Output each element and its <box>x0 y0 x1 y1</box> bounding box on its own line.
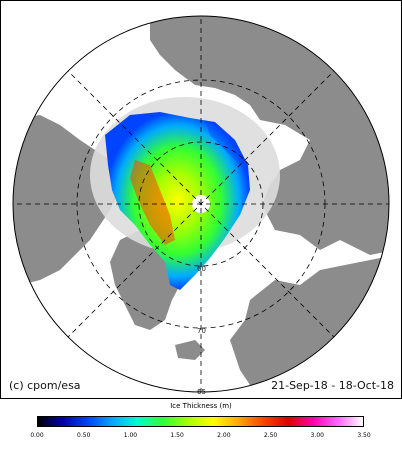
copyright-label: (c) cpom/esa <box>9 379 81 392</box>
ice-thickness-field <box>105 112 250 290</box>
colorbar-tick-label: 0.50 <box>77 432 91 439</box>
colorbar-tick-label: 2.50 <box>263 432 278 439</box>
thin-ice-edge <box>205 120 245 165</box>
globe-frame <box>12 15 390 393</box>
colorbar <box>37 416 364 427</box>
thick-ice-zone <box>130 160 175 245</box>
lat-label-80: 60 <box>197 265 206 273</box>
colorbar-tick-label: 3.00 <box>310 432 324 439</box>
lat-label-70: 70 <box>197 327 206 335</box>
arctic-islands <box>60 158 118 204</box>
north-america-landmass <box>13 115 120 290</box>
map-panel: 60 70 65 (c) cpom/esa 21-Sep-18 - 18-Oct… <box>0 0 402 399</box>
date-range-label: 21-Sep-18 - 18-Oct-18 <box>271 379 394 392</box>
meridian-lines <box>13 16 389 392</box>
iceland-landmass <box>175 340 205 360</box>
colorbar-tick-label: 0.00 <box>30 432 44 439</box>
colorbar-tick-label: 2.00 <box>217 432 231 439</box>
lat-label-60: 65 <box>197 388 206 396</box>
colorbar-title: Ice Thickness (m) <box>170 402 232 410</box>
colorbar-tick-label: 1.50 <box>170 432 184 439</box>
polar-map: 60 70 65 <box>0 0 402 399</box>
colorbar-tick-label: 1.00 <box>123 432 138 439</box>
colorbar-tick-label: 3.50 <box>357 432 371 439</box>
